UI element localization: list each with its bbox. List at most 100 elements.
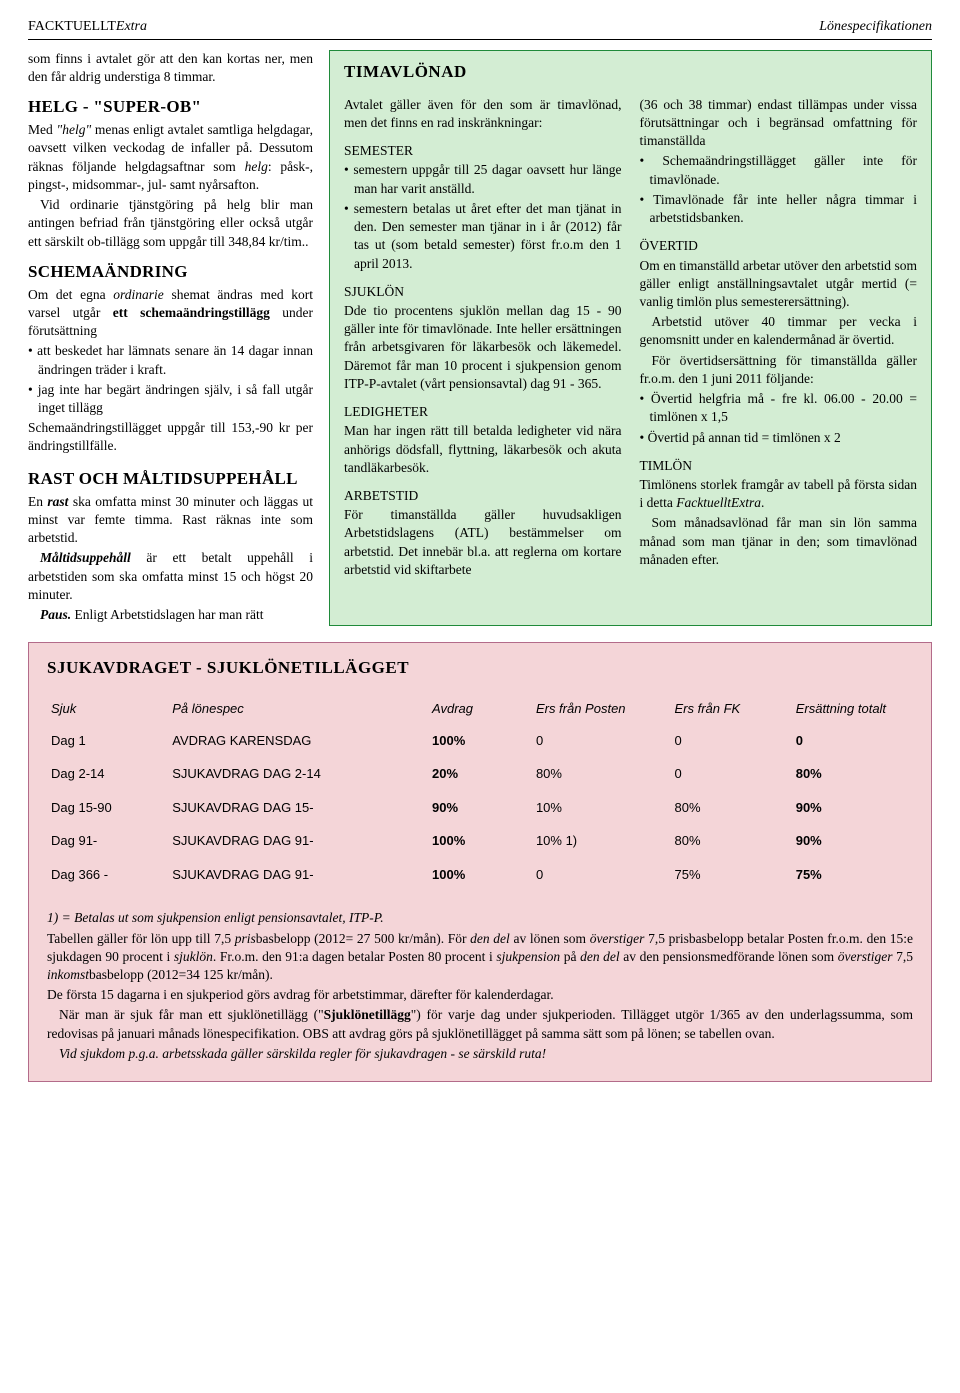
table-header-row: Sjuk På lönespec Avdrag Ers från Posten … xyxy=(47,694,913,724)
cell: Dag 15-90 xyxy=(47,791,168,825)
timlon-p1: Timlönens storlek framgår av tabell på f… xyxy=(640,476,918,512)
cell: SJUKAVDRAG DAG 91- xyxy=(168,824,428,858)
timavlonad-columns: Avtalet gäller även för den som är timav… xyxy=(344,96,917,579)
col2-b1: Schemaändringstillägget gäller inte för … xyxy=(640,152,918,188)
cell: 0 xyxy=(532,858,671,892)
th-sjuk: Sjuk xyxy=(47,694,168,724)
cell: 100% xyxy=(428,824,532,858)
ledigheter-p: Man har ingen rätt till betalda ledighet… xyxy=(344,422,622,477)
sjukavdrag-notes: 1) = Betalas ut som sjukpension enligt p… xyxy=(47,909,913,1063)
t: basbelopp (2012=34 125 kr/mån). xyxy=(89,967,273,982)
semester-b2: semestern betalas ut året efter det man … xyxy=(344,200,622,273)
rast-p1: En rast ska omfatta minst 30 minuter och… xyxy=(28,493,313,548)
cell: 0 xyxy=(532,724,671,758)
overtid-p3: För övertidsersättning för timanställda … xyxy=(640,352,918,388)
t: pris xyxy=(235,931,256,946)
table-body: Dag 1 AVDRAG KARENSDAG 100% 0 0 0 Dag 2-… xyxy=(47,724,913,892)
note-3: De första 15 dagarna i en sjukperiod gör… xyxy=(47,986,913,1004)
arbetstid-heading: ARBETSTID xyxy=(344,487,622,505)
t: sjukpension xyxy=(496,949,560,964)
semester-b1: semestern uppgår till 25 dagar oavsett h… xyxy=(344,161,622,197)
sjukavdrag-table: Sjuk På lönespec Avdrag Ers från Posten … xyxy=(47,694,913,891)
cell: 75% xyxy=(670,858,791,892)
cell: 100% xyxy=(428,724,532,758)
th-fk: Ers från FK xyxy=(670,694,791,724)
t: ska omfatta minst 30 minuter och läggas … xyxy=(28,494,313,545)
cell: 75% xyxy=(792,858,913,892)
overtid-b1: Övertid helgfria må - fre kl. 06.00 - 20… xyxy=(640,390,918,426)
t: av den pensionsmedförande lönen som xyxy=(620,949,838,964)
cell: 80% xyxy=(670,824,791,858)
header-bar: FACKTUELLTExtra Lönespecifikationen xyxy=(28,18,932,40)
t: rast xyxy=(47,494,68,509)
sjuklon-heading: SJUKLÖN xyxy=(344,283,622,301)
th-lonespec: På lönespec xyxy=(168,694,428,724)
rast-p3: Paus. Enligt Arbetstidslagen har man rät… xyxy=(28,606,313,624)
overtid-p1: Om en timanställd arbetar utöver den arb… xyxy=(640,257,918,312)
schema-p1: Om det egna ordinarie shemat ändras med … xyxy=(28,286,313,341)
overtid-heading: ÖVERTID xyxy=(640,237,918,255)
t: Måltidsuppehåll xyxy=(40,550,131,565)
sjuklon-p: Dde tio procentens sjuklön mellan dag 15… xyxy=(344,302,622,393)
cell: 0 xyxy=(792,724,913,758)
header-right: Lönespecifikationen xyxy=(819,18,932,37)
cell: Dag 2-14 xyxy=(47,757,168,791)
schema-b1: att beskedet har lämnats senare än 14 da… xyxy=(28,342,313,378)
cell: Dag 366 - xyxy=(47,858,168,892)
cell: 20% xyxy=(428,757,532,791)
ledigheter-heading: LEDIGHETER xyxy=(344,403,622,421)
cell: AVDRAG KARENSDAG xyxy=(168,724,428,758)
cell: 100% xyxy=(428,858,532,892)
schema-b2: jag inte har begärt ändringen själv, i s… xyxy=(28,381,313,417)
table-row: Dag 1 AVDRAG KARENSDAG 100% 0 0 0 xyxy=(47,724,913,758)
cell: SJUKAVDRAG DAG 91- xyxy=(168,858,428,892)
sjukavdrag-box: SJUKAVDRAGET - SJUKLÖNETILLÄGGET Sjuk På… xyxy=(28,642,932,1082)
table-row: Dag 91- SJUKAVDRAG DAG 91- 100% 10% 1) 8… xyxy=(47,824,913,858)
helg-p2: Vid ordinarie tjänstgöring på helg blir … xyxy=(28,196,313,251)
t: Om det egna xyxy=(28,287,113,302)
left-column: som finns i avtalet gör att den kan kort… xyxy=(28,50,313,626)
rast-p2: Måltidsuppehåll är ett betalt uppehåll i… xyxy=(28,549,313,604)
cell: 80% xyxy=(670,791,791,825)
t: Tabellen gäller för lön upp till 7,5 xyxy=(47,931,235,946)
header-title-a: FACKTUELLT xyxy=(28,19,116,34)
t: När man är sjuk får man ett sjuklönetill… xyxy=(59,1007,324,1022)
t: 7,5 xyxy=(893,949,913,964)
table-row: Dag 15-90 SJUKAVDRAG DAG 15- 90% 10% 80%… xyxy=(47,791,913,825)
timlon-heading: TIMLÖN xyxy=(640,457,918,475)
col2-p1: (36 och 38 timmar) endast tillämpas unde… xyxy=(640,96,918,151)
t: av lönen som xyxy=(510,931,590,946)
t: "helg" xyxy=(57,122,92,137)
t: ett schemaändringstillägg xyxy=(113,305,270,320)
upper-section: som finns i avtalet gör att den kan kort… xyxy=(28,50,932,626)
intro-paragraph: som finns i avtalet gör att den kan kort… xyxy=(28,50,313,86)
helg-p1: Med "helg" menas enligt avtalet samtliga… xyxy=(28,121,313,194)
cell: 0 xyxy=(670,757,791,791)
t: FacktuelltExtra xyxy=(676,495,761,510)
t: sjuklön xyxy=(174,949,213,964)
cell: 10% xyxy=(532,791,671,825)
t: Med xyxy=(28,122,57,137)
cell: Dag 91- xyxy=(47,824,168,858)
t: Enligt Arbetstidslagen har man rätt xyxy=(71,607,263,622)
t: inkomst xyxy=(47,967,89,982)
t: Sjuklönetillägg xyxy=(324,1007,411,1022)
schema-heading: SCHEMAÄNDRING xyxy=(28,261,313,284)
note-2: Tabellen gäller för lön upp till 7,5 pri… xyxy=(47,930,913,985)
th-avdrag: Avdrag xyxy=(428,694,532,724)
sjukavdrag-title: SJUKAVDRAGET - SJUKLÖNETILLÄGGET xyxy=(47,657,913,680)
table-row: Dag 366 - SJUKAVDRAG DAG 91- 100% 0 75% … xyxy=(47,858,913,892)
t: den del xyxy=(580,949,620,964)
cell: 90% xyxy=(792,791,913,825)
overtid-p2: Arbetstid utöver 40 timmar per vecka i g… xyxy=(640,313,918,349)
cell: 90% xyxy=(792,824,913,858)
cell: 0 xyxy=(670,724,791,758)
t: . Fr.o.m. den 91:a dagen betalar Posten … xyxy=(213,949,496,964)
t: En xyxy=(28,494,47,509)
t: basbelopp (2012= 27 500 kr/mån). För xyxy=(256,931,470,946)
arbetstid-p: För timanställda gäller huvudsakligen Ar… xyxy=(344,506,622,579)
col2-b2: Timavlönade får inte heller några timmar… xyxy=(640,191,918,227)
t: helg xyxy=(245,159,268,174)
note-5: Vid sjukdom p.g.a. arbetsskada gäller sä… xyxy=(47,1045,913,1063)
rast-heading: RAST OCH MÅLTIDSUPPEHÅLL xyxy=(28,468,313,491)
